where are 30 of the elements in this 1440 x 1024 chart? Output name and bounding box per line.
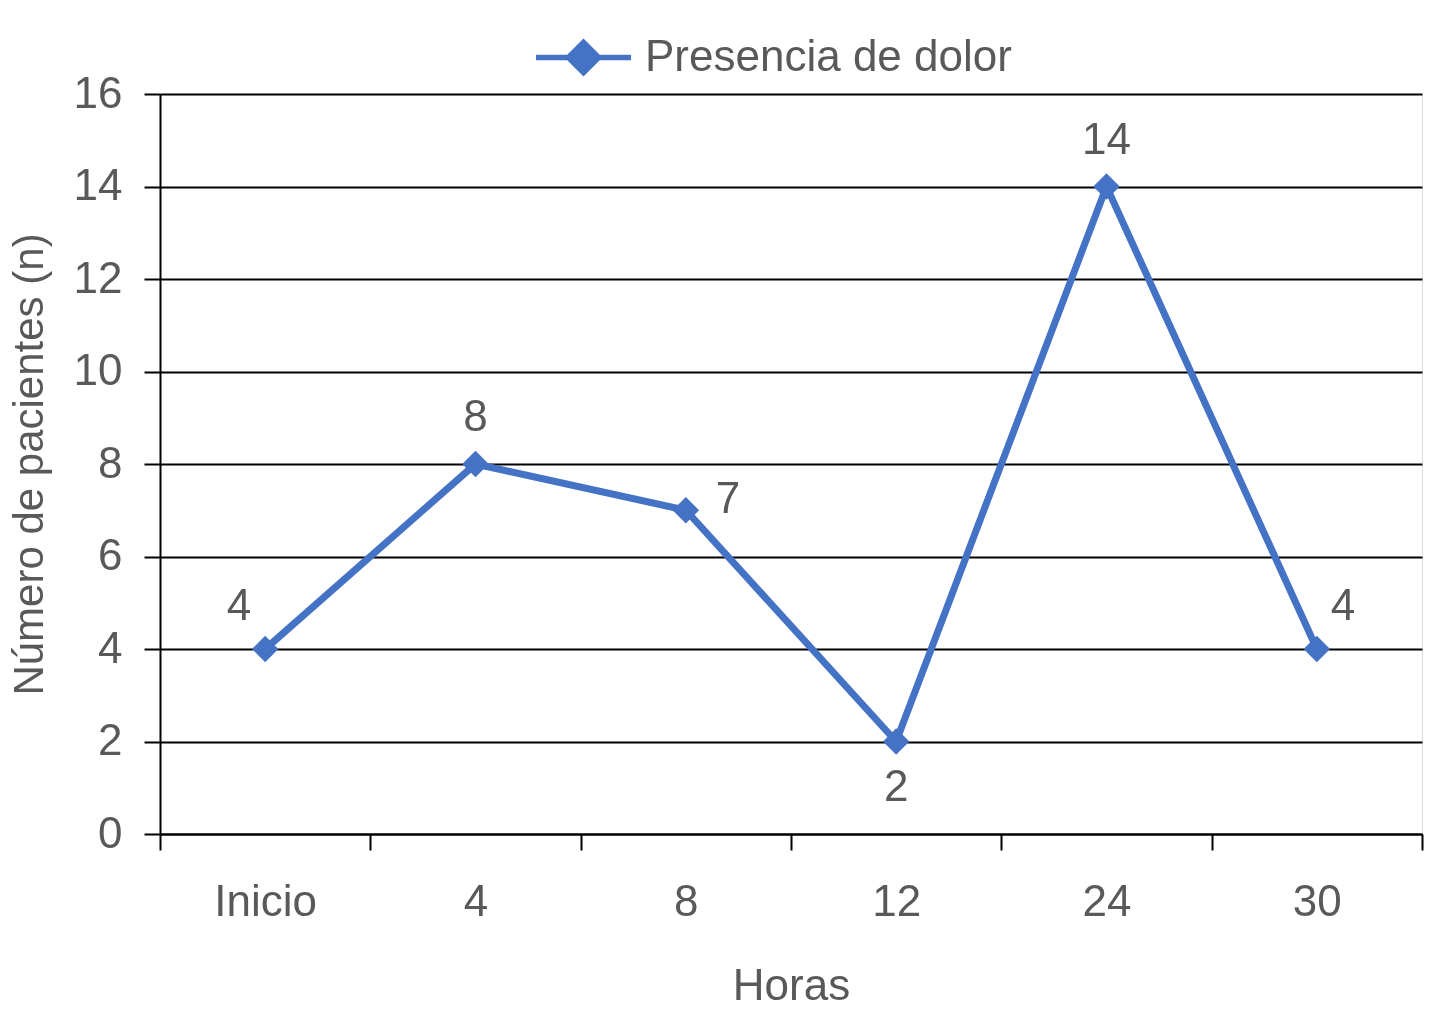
data-label: 2: [883, 760, 909, 810]
point: [672, 497, 700, 524]
point: [251, 635, 279, 663]
data-label: 4: [226, 580, 252, 629]
point: [882, 728, 910, 755]
y-tick-label: 12: [73, 252, 123, 302]
x-tick-label: 30: [1292, 875, 1342, 925]
point: [1093, 173, 1120, 200]
y-tick-label: 14: [73, 160, 123, 209]
y-tick-label: 0: [98, 807, 123, 857]
y-tick-label: 2: [98, 715, 123, 764]
x-tick-label: 12: [872, 875, 922, 925]
x-tick-label: 24: [1082, 875, 1132, 925]
data-label: 4: [1330, 580, 1356, 629]
data-label: 8: [463, 391, 488, 440]
point: [462, 450, 489, 478]
x-tick-label: Inicio: [214, 875, 318, 925]
data-label: 7: [715, 473, 741, 523]
x-tick-label: 4: [463, 875, 489, 925]
data-label: 14: [1082, 113, 1131, 163]
x-tick-label: 8: [674, 875, 699, 925]
legend-label: Presencia de dolor: [645, 30, 1012, 80]
point: [1303, 635, 1331, 663]
y-tick-label: 16: [73, 67, 123, 117]
y-tick-label: 10: [73, 345, 123, 394]
y-axis-title: Número de pacientes (n): [4, 233, 52, 696]
x-axis-title: Horas: [732, 959, 851, 1009]
y-tick-label: 4: [98, 622, 123, 672]
y-tick-label: 6: [98, 530, 123, 579]
y-tick-label: 8: [98, 437, 123, 487]
